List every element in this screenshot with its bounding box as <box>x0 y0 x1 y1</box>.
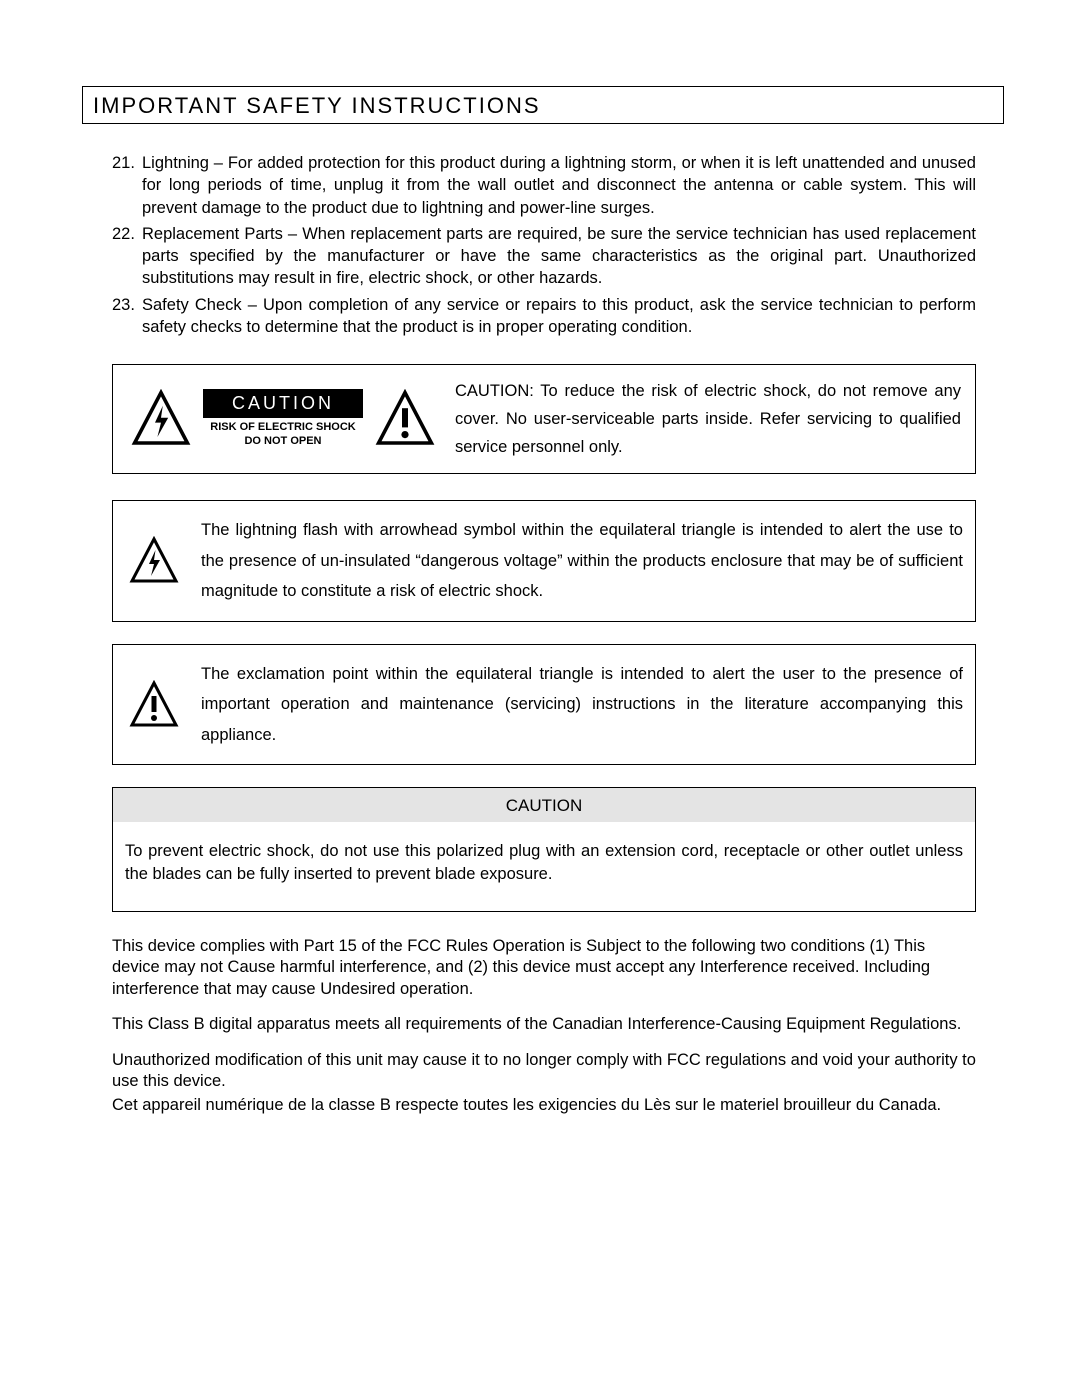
caution-label-top: CAUTION <box>203 389 363 418</box>
caution-sub-line1: RISK OF ELECTRIC SHOCK <box>210 421 355 433</box>
list-item: 23. Safety Check – Upon completion of an… <box>112 294 976 339</box>
fcc-paragraph: Cet appareil numérique de la classe B re… <box>112 1095 976 1116</box>
caution-text: CAUTION: To reduce the risk of electric … <box>447 377 961 461</box>
item-text: Replacement Parts – When replacement par… <box>142 223 976 290</box>
exclamation-icon <box>375 389 435 449</box>
item-number: 21. <box>112 152 142 219</box>
caution-sub-line2: DO NOT OPEN <box>244 435 321 447</box>
fcc-paragraph: This Class B digital apparatus meets all… <box>112 1014 976 1035</box>
caution-panel: CAUTION RISK OF ELECTRIC SHOCK DO NOT OP… <box>112 364 976 474</box>
page-title: IMPORTANT SAFETY INSTRUCTIONS <box>82 86 1004 124</box>
lightning-icon <box>131 389 191 449</box>
exclamation-icon <box>129 680 179 730</box>
instruction-list: 21. Lightning – For added protection for… <box>82 152 1004 338</box>
fcc-paragraph: This device complies with Part 15 of the… <box>112 936 976 1000</box>
plug-caution-header: CAUTION <box>113 788 975 822</box>
list-item: 22. Replacement Parts – When replacement… <box>112 223 976 290</box>
plug-caution-box: CAUTION To prevent electric shock, do no… <box>112 787 976 912</box>
item-text: Lightning – For added protection for thi… <box>142 152 976 219</box>
document-page: IMPORTANT SAFETY INSTRUCTIONS 21. Lightn… <box>0 0 1080 1397</box>
exclamation-explanation-text: The exclamation point within the equilat… <box>201 659 963 751</box>
list-item: 21. Lightning – For added protection for… <box>112 152 976 219</box>
caution-label: CAUTION RISK OF ELECTRIC SHOCK DO NOT OP… <box>203 389 363 449</box>
lightning-explanation-box: The lightning flash with arrowhead symbo… <box>112 500 976 622</box>
fcc-paragraph: Unauthorized modification of this unit m… <box>112 1050 976 1093</box>
lightning-explanation-text: The lightning flash with arrowhead symbo… <box>201 515 963 607</box>
item-number: 23. <box>112 294 142 339</box>
item-text: Safety Check – Upon completion of any se… <box>142 294 976 339</box>
lightning-icon <box>129 536 179 586</box>
fcc-block: This device complies with Part 15 of the… <box>112 936 976 1116</box>
exclamation-explanation-box: The exclamation point within the equilat… <box>112 644 976 766</box>
plug-caution-body: To prevent electric shock, do not use th… <box>113 822 975 911</box>
caution-label-sub: RISK OF ELECTRIC SHOCK DO NOT OPEN <box>203 418 363 449</box>
item-number: 22. <box>112 223 142 290</box>
